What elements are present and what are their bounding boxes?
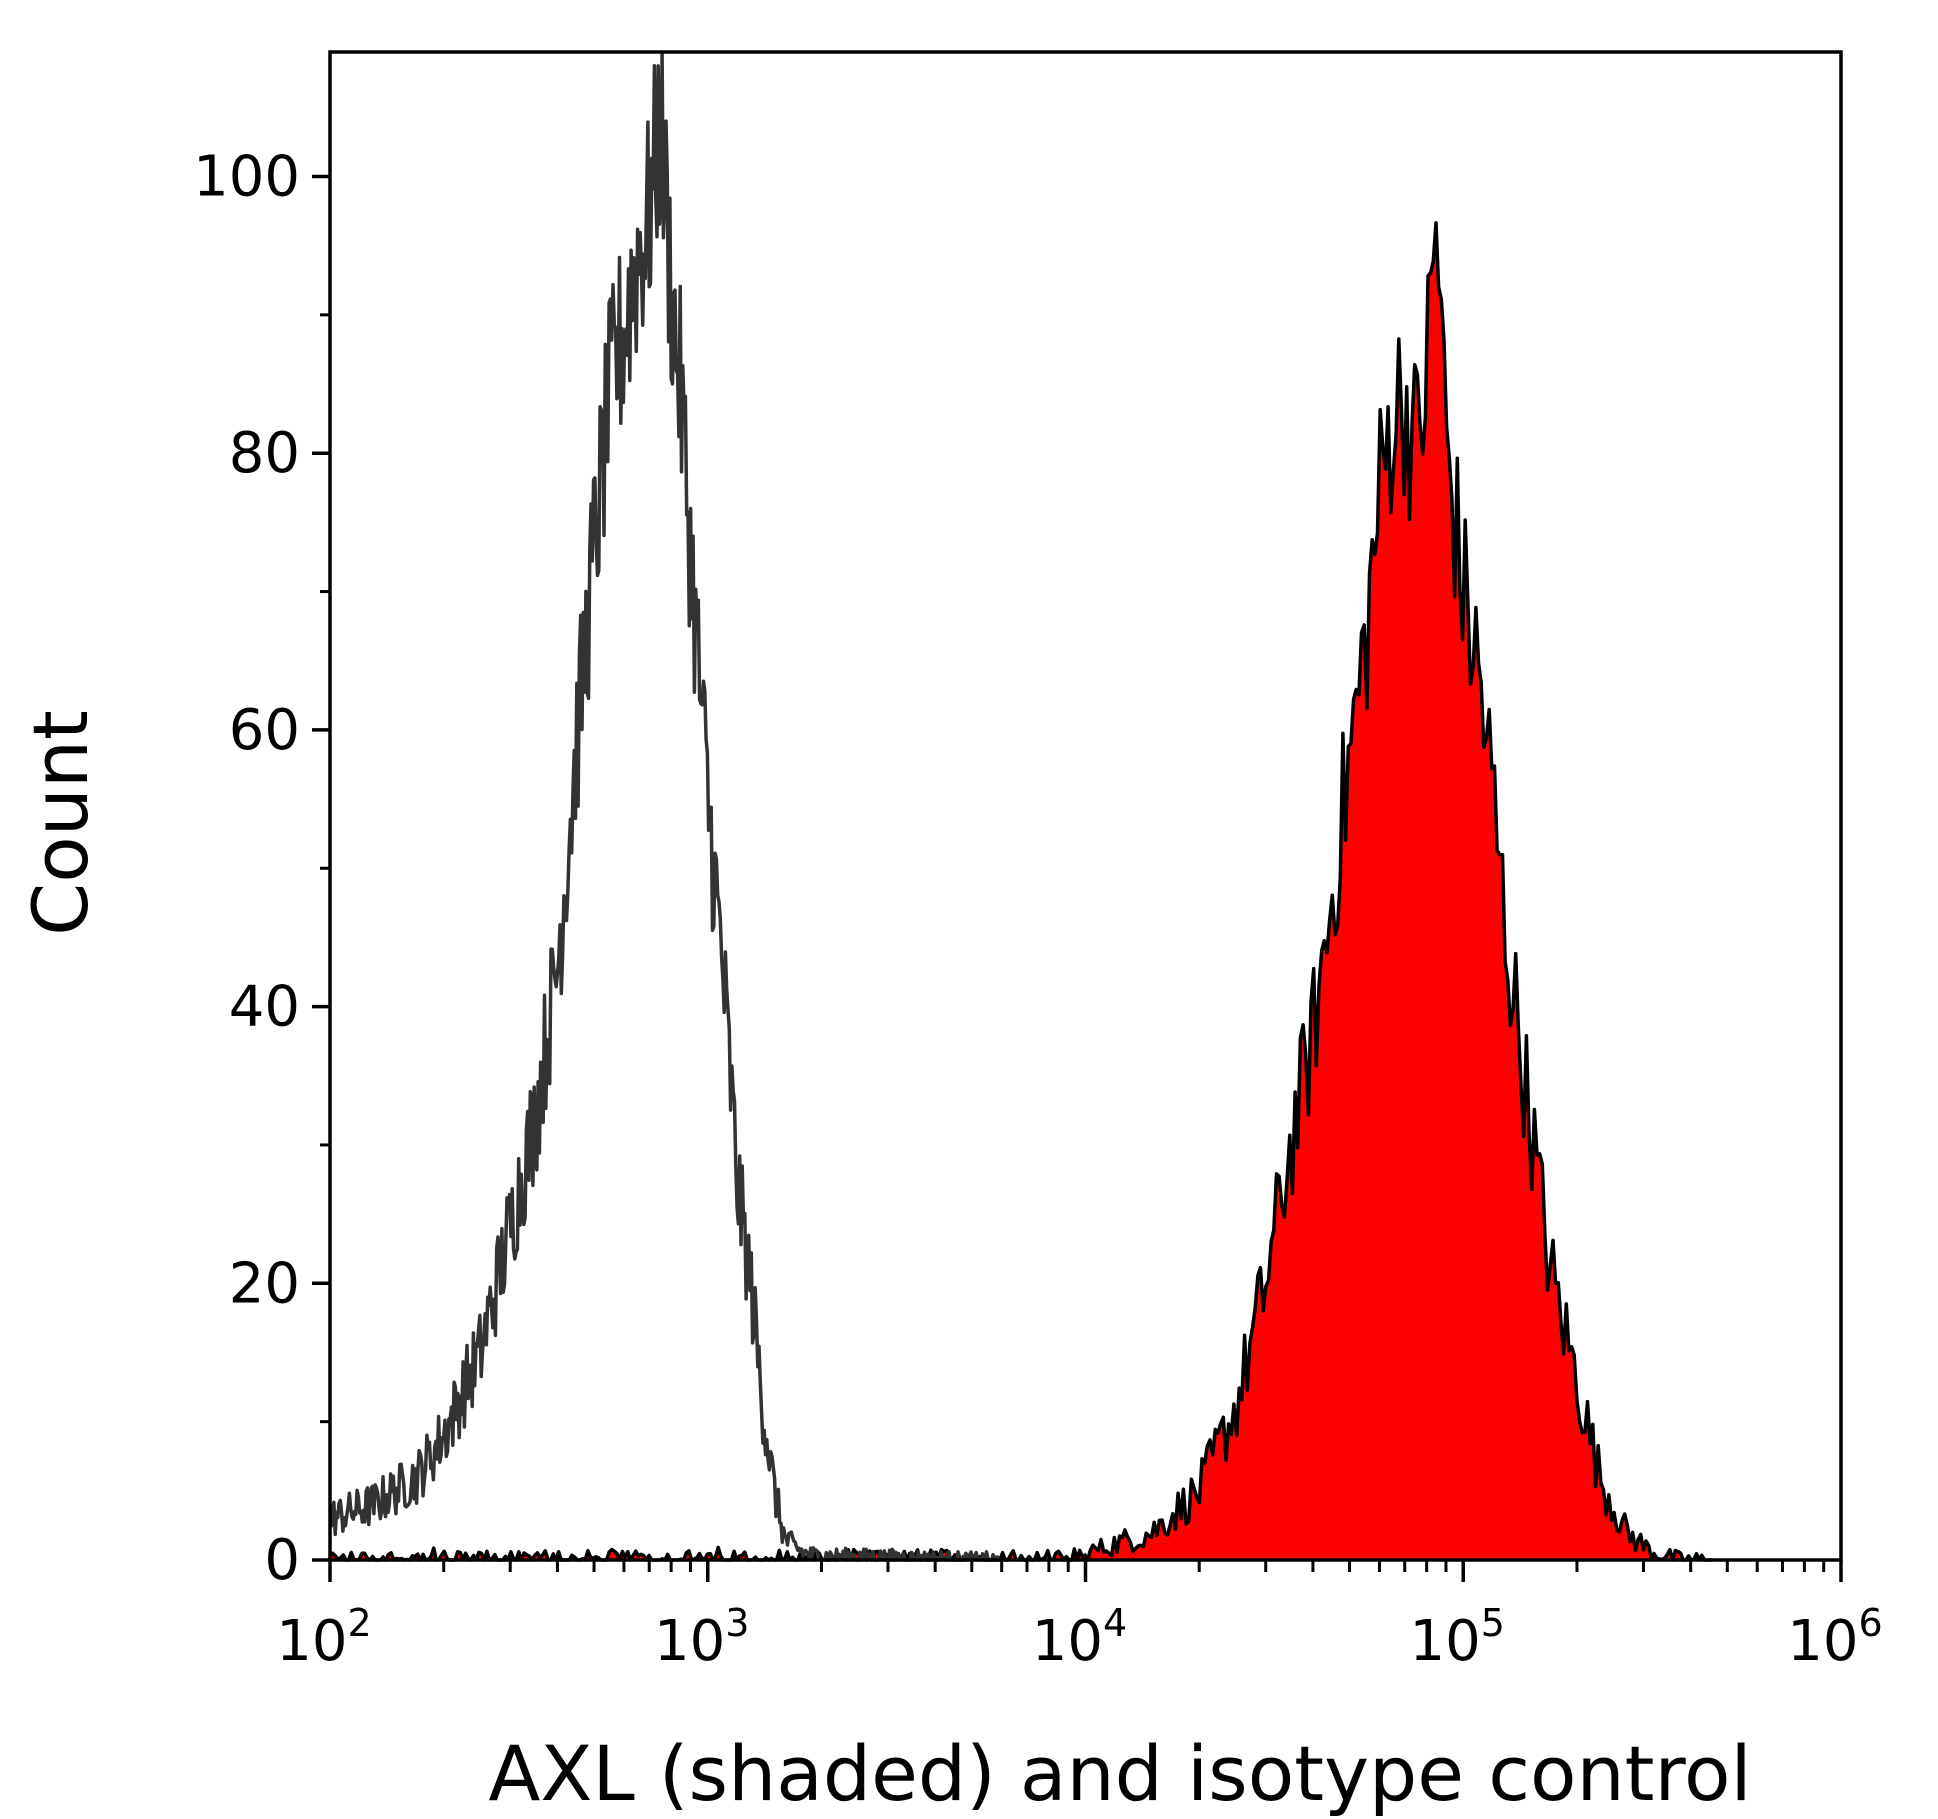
y-tick-label: 20	[229, 1251, 300, 1316]
x-tick-label: 105	[1410, 1601, 1505, 1674]
x-tick-label: 103	[654, 1601, 749, 1674]
x-tick-base: 10	[654, 1609, 725, 1674]
isotype-control-series-line	[328, 50, 1003, 1562]
x-tick-label: 106	[1787, 1601, 1882, 1674]
x-tick-exponent: 3	[725, 1601, 749, 1645]
series-layer	[328, 50, 1713, 1562]
y-tick-label: 100	[193, 145, 300, 210]
x-axis-title: AXL (shaded) and isotype control	[488, 1729, 1751, 1818]
plot-frame	[328, 50, 1843, 1562]
x-tick-base: 10	[1410, 1609, 1481, 1674]
x-tick-exponent: 2	[348, 1601, 372, 1645]
axl-series-fill	[330, 222, 1713, 1560]
x-tick-exponent: 5	[1481, 1601, 1505, 1645]
x-tick-base: 10	[1787, 1609, 1858, 1674]
x-tick-base: 10	[276, 1609, 347, 1674]
y-tick-label: 40	[229, 975, 300, 1040]
x-tick-base: 10	[1032, 1609, 1103, 1674]
y-tick-label: 0	[264, 1528, 300, 1593]
y-tick-label: 60	[229, 698, 300, 763]
x-tick-label: 102	[276, 1601, 371, 1674]
x-tick-label: 104	[1032, 1601, 1127, 1674]
axl-series-outline	[328, 221, 1713, 1562]
axes-layer	[328, 50, 1843, 1562]
x-tick-exponent: 6	[1859, 1601, 1883, 1645]
y-tick-label: 80	[229, 421, 300, 486]
y-axis-title: Count	[16, 710, 105, 936]
x-tick-exponent: 4	[1103, 1601, 1127, 1645]
